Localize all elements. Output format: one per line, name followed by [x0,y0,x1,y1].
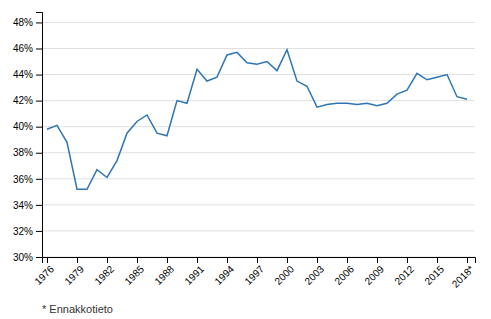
y-tick-label: 36% [13,174,33,185]
footnote: * Ennakkotieto [42,303,113,315]
x-tick: 2012 [392,257,416,287]
x-tick-mark [437,257,438,263]
x-tick-mark [287,257,288,263]
x-tick-mark [167,257,168,263]
x-tick-label: 1988 [152,263,176,287]
y-tick-label: 48% [13,17,33,28]
grid-line [42,74,475,75]
x-tick: 1997 [242,257,266,287]
x-tick-mark [137,257,138,263]
y-tick: 48% [13,17,42,28]
x-tick-mark [47,257,48,263]
x-tick-mark [407,257,408,263]
y-tick: 42% [13,95,42,106]
x-tick-mark [77,257,78,263]
x-tick: 2006 [332,257,356,287]
y-tick-mark [36,22,42,23]
x-tick-label: 2009 [362,263,386,287]
grid-line [42,126,475,127]
x-tick-label: 2018* [450,263,476,289]
y-tick: 30% [13,252,42,263]
x-tick: 1991 [182,257,206,287]
grid-line [42,152,475,153]
series [47,50,467,189]
x-axis: 1976197919821985198819911994199720002003… [32,257,476,290]
y-axis-line [36,13,43,258]
x-tick-mark [347,257,348,263]
grid [42,22,475,257]
x-tick-mark [107,257,108,263]
y-tick: 38% [13,147,42,158]
x-tick-label: 1997 [242,263,266,287]
x-tick-mark [197,257,198,263]
x-tick: 2015 [422,257,446,287]
x-tick: 2018* [450,257,476,290]
x-tick: 2003 [302,257,326,287]
x-axis-line [43,258,476,264]
x-tick: 1985 [122,257,146,287]
x-tick-mark [317,257,318,263]
y-tick-label: 44% [13,69,33,80]
y-tick: 32% [13,226,42,237]
y-tick: 34% [13,200,42,211]
y-tick-mark [36,127,42,128]
grid-line [42,204,475,205]
grid-line [42,100,475,101]
y-tick: 40% [13,121,42,132]
x-tick-mark [467,257,468,263]
line [47,50,467,189]
x-tick: 1988 [152,257,176,287]
x-tick-label: 2015 [422,263,446,287]
x-tick: 1976 [32,257,56,287]
x-tick-label: 1976 [32,263,56,287]
y-tick-label: 30% [13,252,33,263]
y-tick-mark [36,231,42,232]
plot-area: 1976197919821985198819911994199720002003… [13,13,476,290]
y-tick-label: 32% [13,226,33,237]
x-tick: 1982 [92,257,116,287]
y-tick-label: 40% [13,121,33,132]
x-tick-mark [257,257,258,263]
x-tick-label: 2012 [392,263,416,287]
x-tick-label: 2003 [302,263,326,287]
grid-line [42,22,475,23]
chart: 1976197919821985198819911994199720002003… [0,0,491,319]
y-tick-mark [36,48,42,49]
y-tick-label: 46% [13,43,33,54]
x-tick-label: 1994 [212,263,236,287]
x-tick-label: 2000 [272,263,296,287]
y-tick-label: 38% [13,147,33,158]
x-tick: 1994 [212,257,236,287]
x-tick-mark [377,257,378,263]
x-tick-label: 1985 [122,263,146,287]
y-tick-label: 42% [13,95,33,106]
x-tick-label: 1979 [62,263,86,287]
x-tick: 1979 [62,257,86,287]
grid-line [42,230,475,231]
y-tick-label: 34% [13,200,33,211]
y-tick: 46% [13,43,42,54]
y-tick: 36% [13,174,42,185]
x-tick-label: 1991 [182,263,206,287]
y-tick-mark [36,179,42,180]
x-tick-label: 2006 [332,263,356,287]
y-tick-mark [36,257,42,258]
y-tick: 44% [13,69,42,80]
y-tick-mark [36,153,42,154]
y-tick-mark [36,101,42,102]
x-tick: 2000 [272,257,296,287]
x-tick: 2009 [362,257,386,287]
y-axis: 30% 32% 34% 36% 38% 40% 42% 44% 46% 48% [13,13,43,263]
y-tick-mark [36,205,42,206]
y-tick-mark [36,75,42,76]
x-tick-mark [227,257,228,263]
grid-line [42,178,475,179]
grid-line [42,48,475,49]
x-tick-label: 1982 [92,263,116,287]
